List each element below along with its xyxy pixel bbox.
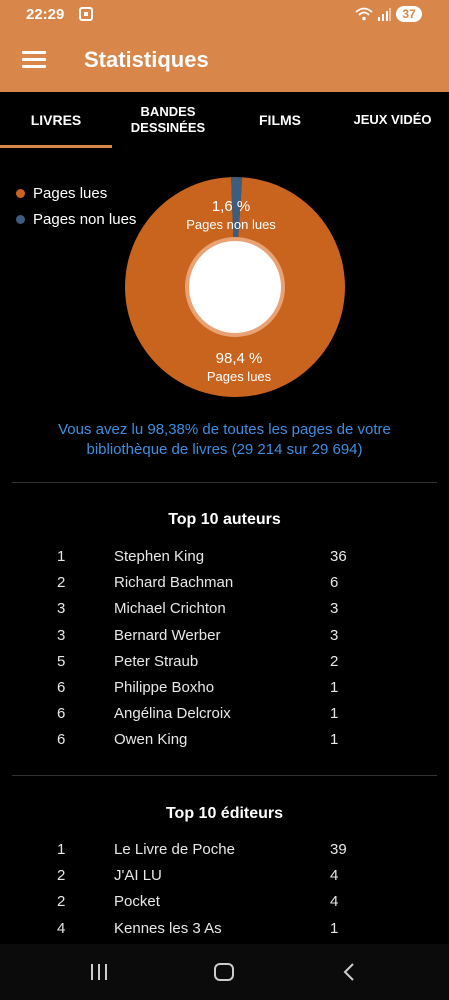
legend-label: Pages non lues [33, 210, 137, 228]
row-rank: 2 [57, 574, 66, 592]
table-row: 2 Pocket 4 [0, 889, 449, 915]
table-row: 6 Philippe Boxho 1 [0, 675, 449, 701]
table-row: 4 Kennes les 3 As 1 [0, 916, 449, 942]
row-rank: 1 [57, 548, 66, 565]
pie-name-pages-non-lues: Pages non lues [186, 217, 276, 232]
row-count: 3 [330, 600, 339, 618]
pie-label-pages-lues: 98,4 % Pages lues [174, 350, 304, 384]
tab-bar: LIVRES BANDES DESSINÉES FILMS JEUX VIDÉO [0, 92, 449, 148]
row-count: 4 [330, 867, 339, 885]
legend-swatch [16, 214, 25, 224]
table-row: 5 Peter Straub 2 [0, 649, 449, 675]
row-name: Angélina Delcroix [114, 705, 231, 723]
table-row: 2 J'AI LU 4 [0, 863, 449, 889]
pie-slice-pages-non-lues [231, 177, 243, 287]
row-name: J'AI LU [114, 867, 162, 885]
row-name: Bernard Werber [114, 626, 221, 644]
row-rank: 3 [57, 600, 66, 618]
legend-swatch [16, 188, 25, 198]
pie-value-pages-lues: 98,4 % [215, 350, 263, 367]
app-bar: Statistiques [0, 28, 449, 92]
row-name: Michael Crichton [114, 600, 226, 618]
row-rank: 2 [57, 893, 66, 911]
row-rank: 6 [57, 731, 66, 749]
pie-label-pages-non-lues: 1,6 % Pages non lues [174, 198, 288, 232]
row-rank: 6 [57, 705, 66, 723]
tab-livres[interactable]: LIVRES [0, 92, 112, 148]
table-row: 1 Le Livre de Poche 39 [0, 837, 449, 863]
row-rank: 5 [57, 652, 66, 670]
row-name: Richard Bachman [114, 574, 234, 592]
divider [12, 775, 437, 776]
legend-item-pages-non-lues: Pages non lues [16, 206, 136, 232]
screenshot-icon [79, 7, 93, 21]
row-rank: 1 [57, 841, 66, 858]
row-rank: 4 [57, 919, 66, 937]
table-row: 3 Michael Crichton 3 [0, 596, 449, 622]
row-name: Le Livre de Poche [114, 841, 235, 858]
top-publishers-list: 1 Le Livre de Poche 39 2 J'AI LU 4 2 Pocket 4 4 Ke… [0, 837, 449, 942]
recent-apps-icon[interactable] [87, 960, 111, 984]
wifi-icon [355, 7, 373, 21]
row-name: Peter Straub [114, 652, 199, 670]
tab-jeux-video[interactable]: JEUX VIDÉO [353, 112, 432, 127]
row-count: 1 [330, 731, 339, 749]
row-name: Pocket [114, 893, 160, 911]
row-count: 2 [330, 652, 339, 670]
tab-bandes-dessinees[interactable]: BANDES DESSINÉES [112, 92, 224, 148]
table-row: 2 Richard Bachman 6 [0, 570, 449, 596]
back-icon[interactable] [338, 960, 362, 984]
table-row: 1 Stephen King 36 [0, 544, 449, 570]
table-row: 6 Angélina Delcroix 1 [0, 701, 449, 727]
menu-icon[interactable] [22, 51, 46, 69]
row-count: 36 [330, 548, 347, 565]
row-name: Stephen King [114, 548, 205, 565]
signal-icon [378, 8, 391, 21]
legend-label: Pages lues [33, 184, 108, 202]
status-bar: 22:29 37 [0, 0, 449, 28]
pie-center-hole [189, 241, 281, 333]
row-rank: 6 [57, 678, 66, 696]
battery-indicator: 37 [396, 6, 422, 22]
home-icon[interactable] [212, 960, 236, 984]
row-name: Philippe Boxho [114, 678, 215, 696]
tab-bandes-dessinees-label: BANDES DESSINÉES [130, 104, 206, 135]
tab-films[interactable]: FILMS [259, 112, 301, 128]
pie-name-pages-lues: Pages lues [206, 369, 272, 384]
system-navigation-bar [0, 944, 449, 1000]
row-count: 1 [330, 919, 339, 937]
page-title: Statistiques [84, 47, 209, 72]
row-count: 4 [330, 893, 339, 911]
row-count: 6 [330, 574, 339, 592]
top-authors-list: 1 Stephen King 36 2 Richard Bachman 6 3 Michael… [0, 544, 449, 754]
row-count: 1 [330, 705, 339, 723]
row-count: 3 [330, 626, 339, 644]
row-rank: 2 [57, 867, 66, 885]
status-time: 22:29 [26, 6, 65, 23]
top-publishers-title: Top 10 éditeurs [165, 805, 284, 822]
row-count: 39 [330, 841, 347, 858]
row-name: Owen King [114, 731, 188, 749]
legend-item-pages-lues: Pages lues [16, 180, 136, 206]
table-row: 3 Bernard Werber 3 [0, 623, 449, 649]
divider [12, 482, 437, 483]
chart-legend: Pages lues Pages non lues [16, 180, 136, 232]
row-name: Kennes les 3 As [114, 919, 222, 937]
row-count: 1 [330, 678, 339, 696]
pie-chart [124, 177, 345, 397]
row-rank: 3 [57, 626, 66, 644]
table-row: 6 Owen King 1 [0, 727, 449, 753]
pie-value-pages-non-lues: 1,6 % [211, 198, 251, 215]
reading-summary: Vous avez lu 98,38% de toutes les pages … [58, 421, 391, 458]
top-authors-title: Top 10 auteurs [168, 511, 281, 528]
